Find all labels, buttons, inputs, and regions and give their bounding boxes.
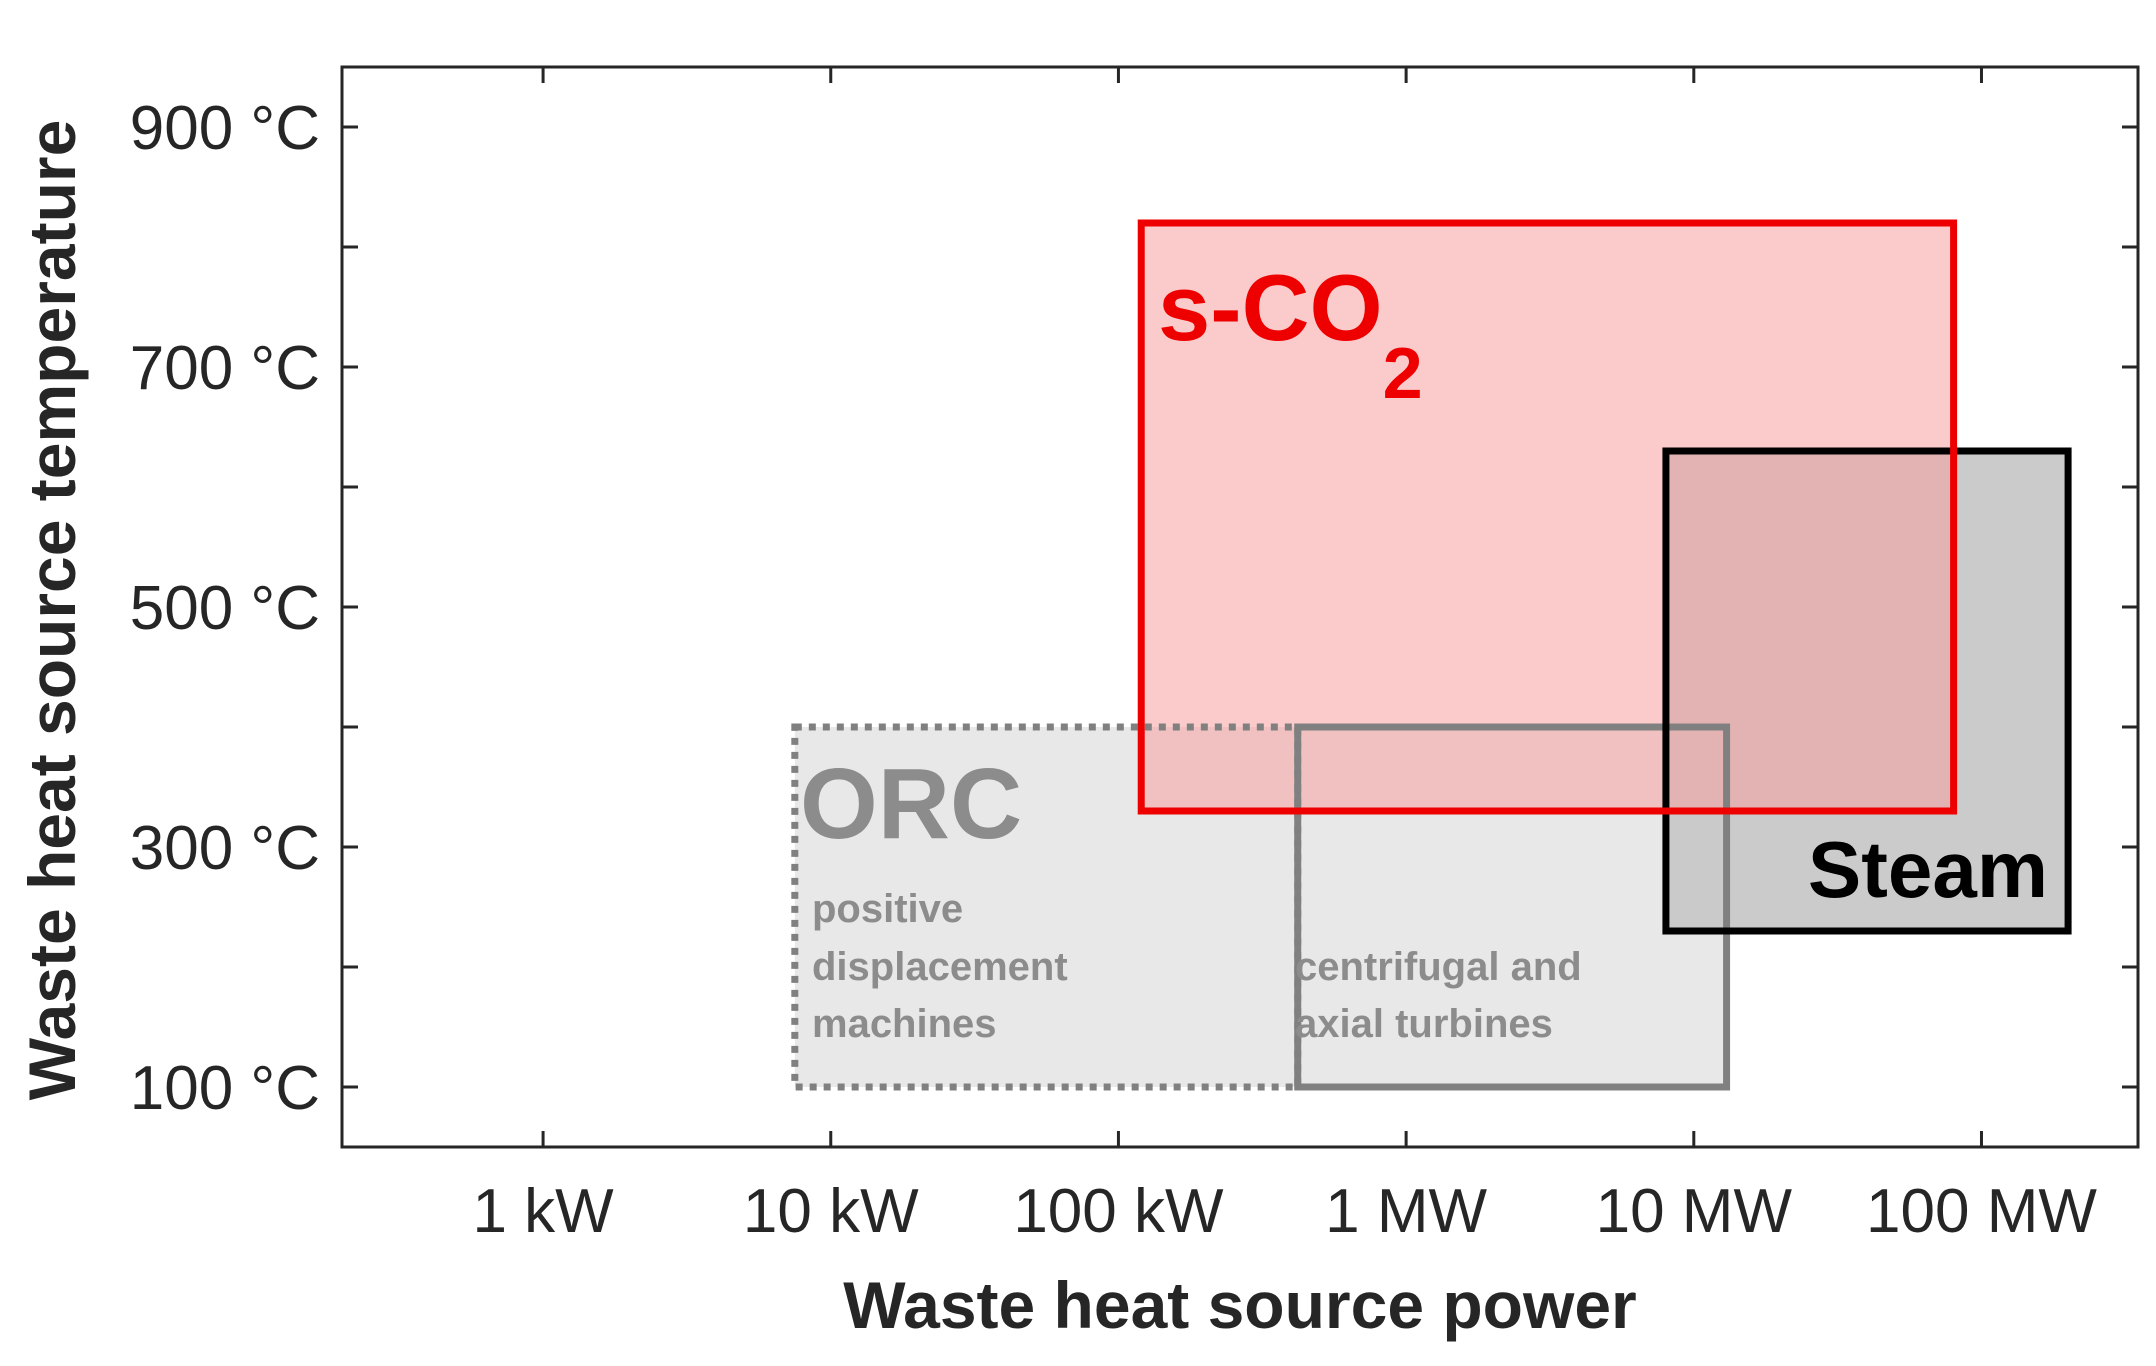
labels-layer: 1 kW 10 kW 100 kW 1 MW 10 MW 100 MW 100 °C 300 … — [130, 94, 2098, 1246]
y-tick-label: 100 °C — [130, 1054, 320, 1123]
region-edge-steam — [1662, 447, 2072, 935]
x-tick-label: 100 kW — [1013, 1177, 1224, 1246]
y-tick-label: 300 °C — [130, 814, 320, 883]
annotations-layer: ORC positive displacement machines centr… — [800, 255, 2048, 1046]
regions-layer — [791, 219, 2072, 1091]
sco2-label-main: s-CO — [1158, 255, 1383, 360]
x-tick-label: 1 kW — [472, 1177, 614, 1246]
orc-turbine-label-line-2: axial turbines — [1295, 1002, 1553, 1046]
y-tick-label: 500 °C — [130, 574, 320, 643]
region-edge-orc-positive-displacement-machines — [791, 723, 1302, 1091]
ticks-layer — [342, 67, 2138, 1147]
orc-pd-label-line-3: machines — [812, 1002, 997, 1046]
steam-label: Steam — [1808, 825, 2048, 914]
x-tick-label: 100 MW — [1866, 1177, 2097, 1246]
x-tick-label: 1 MW — [1325, 1177, 1487, 1246]
orc-pd-label-line-1: positive — [812, 887, 963, 931]
x-tick-label: 10 kW — [743, 1177, 919, 1246]
region-s-co2 — [1141, 223, 1954, 811]
sco2-label: s-CO2 — [1158, 255, 1423, 414]
x-tick-label: 10 MW — [1596, 1177, 1793, 1246]
orc-turbine-label-line-1: centrifugal and — [1295, 945, 1582, 989]
y-tick-label: 900 °C — [130, 94, 320, 163]
orc-pd-label-line-2: displacement — [812, 945, 1068, 989]
orc-title-label: ORC — [800, 748, 1022, 860]
y-tick-label: 700 °C — [130, 334, 320, 403]
sco2-label-subscript: 2 — [1383, 334, 1423, 414]
x-axis-title: Waste heat source power — [843, 1268, 1636, 1342]
region-edge-s-co2 — [1137, 219, 1958, 815]
region-fill-s-co2 — [1141, 223, 1954, 811]
y-axis-title: Waste heat source temperature — [15, 120, 89, 1101]
region-edge-orc-centrifugal-and-axial-turbines — [1294, 723, 1731, 1091]
